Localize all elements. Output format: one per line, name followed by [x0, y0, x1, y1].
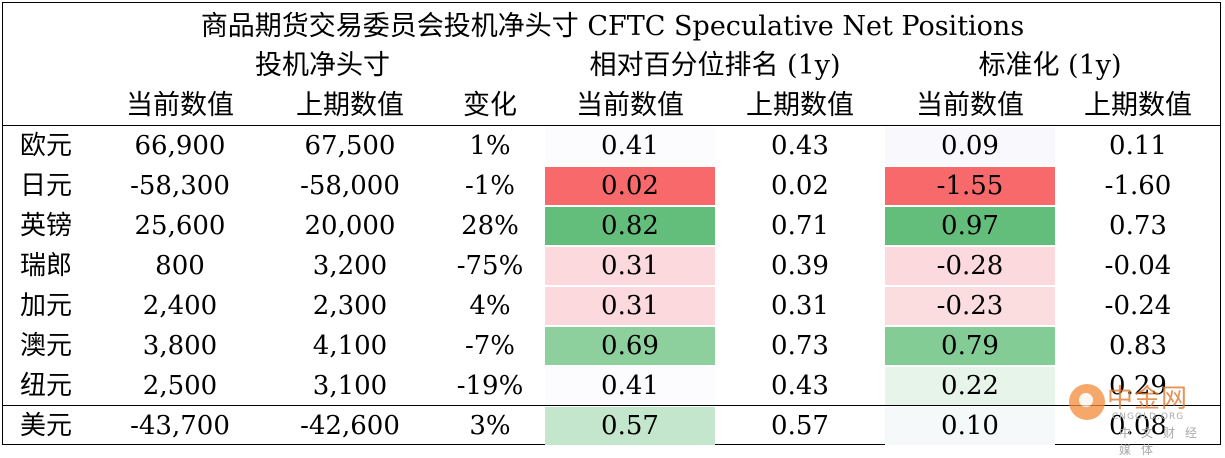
z-current-cell: -0.23 — [885, 287, 1055, 325]
change-cell: 3% — [469, 411, 511, 441]
z-prev-cell: 0.29 — [1109, 371, 1167, 401]
table-row: 英镑 25,600 20,000 28% 0.82 0.71 0.97 0.73 — [0, 206, 1225, 246]
table-row: 澳元 3,800 4,100 -7% 0.69 0.73 0.79 0.83 — [0, 326, 1225, 366]
z-current-cell: 0.10 — [885, 407, 1055, 445]
net-prev-cell: 2,300 — [312, 291, 388, 321]
table-row: 瑞郎 800 3,200 -75% 0.31 0.39 -0.28 -0.04 — [0, 246, 1225, 286]
currency-cell: 澳元 — [20, 331, 73, 361]
change-cell: -19% — [456, 371, 524, 401]
table-row: 日元 -58,300 -58,000 -1% 0.02 0.02 -1.55 -1.60 — [0, 166, 1225, 206]
pct-prev-cell: 0.02 — [771, 171, 829, 201]
change-cell: -1% — [464, 171, 516, 201]
net-current-cell: 3,800 — [142, 331, 218, 361]
net-current-cell: -58,300 — [130, 171, 230, 201]
net-prev-cell: 3,100 — [312, 371, 388, 401]
net-prev-cell: 3,200 — [312, 251, 388, 281]
z-current-cell: 0.22 — [885, 367, 1055, 405]
watermark: 中金网 CNGOLD.ORG 中文财经媒体 — [1057, 378, 1217, 457]
z-current-cell: 0.79 — [885, 327, 1055, 365]
net-prev-cell: 20,000 — [304, 211, 396, 241]
pct-current-cell: 0.31 — [545, 287, 715, 325]
currency-cell: 瑞郎 — [20, 251, 73, 281]
currency-cell: 欧元 — [20, 131, 73, 161]
col-header-pct-prev: 上期数值 — [746, 90, 854, 121]
net-current-cell: -43,700 — [130, 411, 230, 441]
z-current-cell: -1.55 — [885, 167, 1055, 205]
net-current-cell: 2,400 — [142, 291, 218, 321]
currency-cell: 加元 — [20, 291, 73, 321]
pct-current-cell: 0.69 — [545, 327, 715, 365]
pct-current-cell: 0.02 — [545, 167, 715, 205]
header-divider — [2, 125, 1221, 126]
cngold-logo-icon — [1069, 384, 1105, 420]
group-header-net-positions: 投机净头寸 — [255, 50, 390, 81]
pct-current-cell: 0.31 — [545, 247, 715, 285]
table-title: 商品期货交易委员会投机净头寸 CFTC Speculative Net Posi… — [200, 11, 1025, 42]
col-header-change: 变化 — [463, 90, 517, 121]
change-cell: -75% — [456, 251, 524, 281]
table-row: 美元 -43,700 -42,600 3% 0.57 0.57 0.10 0.08 — [0, 406, 1225, 446]
col-header-z-current: 当前数值 — [916, 90, 1024, 121]
net-prev-cell: 67,500 — [304, 131, 396, 161]
pct-prev-cell: 0.43 — [771, 371, 829, 401]
col-header-z-prev: 上期数值 — [1084, 90, 1192, 121]
change-cell: -7% — [464, 331, 516, 361]
change-cell: 4% — [469, 291, 511, 321]
net-current-cell: 2,500 — [142, 371, 218, 401]
col-header-pct-current: 当前数值 — [576, 90, 684, 121]
z-prev-cell: 0.08 — [1109, 411, 1167, 441]
currency-cell: 美元 — [20, 411, 73, 441]
net-current-cell: 800 — [155, 251, 205, 281]
group-header-zscore: 标准化 (1y) — [978, 50, 1122, 81]
pct-current-cell: 0.57 — [545, 407, 715, 445]
table-row: 纽元 2,500 3,100 -19% 0.41 0.43 0.22 0.29 — [0, 366, 1225, 406]
table-row: 加元 2,400 2,300 4% 0.31 0.31 -0.23 -0.24 — [0, 286, 1225, 326]
net-current-cell: 66,900 — [134, 131, 226, 161]
col-header-net-current: 当前数值 — [126, 90, 234, 121]
net-current-cell: 25,600 — [134, 211, 226, 241]
z-current-cell: -0.28 — [885, 247, 1055, 285]
z-prev-cell: 0.11 — [1109, 131, 1167, 161]
pct-prev-cell: 0.31 — [771, 291, 829, 321]
watermark-sub: 中文财经媒体 — [1119, 426, 1208, 457]
z-prev-cell: 0.73 — [1109, 211, 1167, 241]
change-cell: 28% — [461, 211, 519, 241]
currency-cell: 英镑 — [20, 211, 73, 241]
group-header-percentile: 相对百分位排名 (1y) — [589, 50, 841, 81]
pct-prev-cell: 0.57 — [771, 411, 829, 441]
usd-divider — [2, 405, 1221, 406]
pct-current-cell: 0.82 — [545, 207, 715, 245]
currency-cell: 日元 — [20, 171, 73, 201]
change-cell: 1% — [469, 131, 511, 161]
z-prev-cell: -0.04 — [1104, 251, 1172, 281]
net-prev-cell: -58,000 — [300, 171, 400, 201]
pct-prev-cell: 0.39 — [771, 251, 829, 281]
table-row: 欧元 66,900 67,500 1% 0.41 0.43 0.09 0.11 — [0, 126, 1225, 166]
z-prev-cell: -1.60 — [1104, 171, 1172, 201]
watermark-name: 中金网 — [1107, 384, 1189, 414]
pct-current-cell: 0.41 — [545, 367, 715, 405]
z-prev-cell: 0.83 — [1109, 331, 1167, 361]
currency-cell: 纽元 — [20, 371, 73, 401]
pct-current-cell: 0.41 — [545, 127, 715, 165]
z-current-cell: 0.09 — [885, 127, 1055, 165]
pct-prev-cell: 0.43 — [771, 131, 829, 161]
pct-prev-cell: 0.71 — [771, 211, 829, 241]
net-prev-cell: 4,100 — [312, 331, 388, 361]
net-prev-cell: -42,600 — [300, 411, 400, 441]
pct-prev-cell: 0.73 — [771, 331, 829, 361]
watermark-domain: CNGOLD.ORG — [1112, 412, 1185, 422]
z-current-cell: 0.97 — [885, 207, 1055, 245]
col-header-net-prev: 上期数值 — [296, 90, 404, 121]
z-prev-cell: -0.24 — [1104, 291, 1172, 321]
